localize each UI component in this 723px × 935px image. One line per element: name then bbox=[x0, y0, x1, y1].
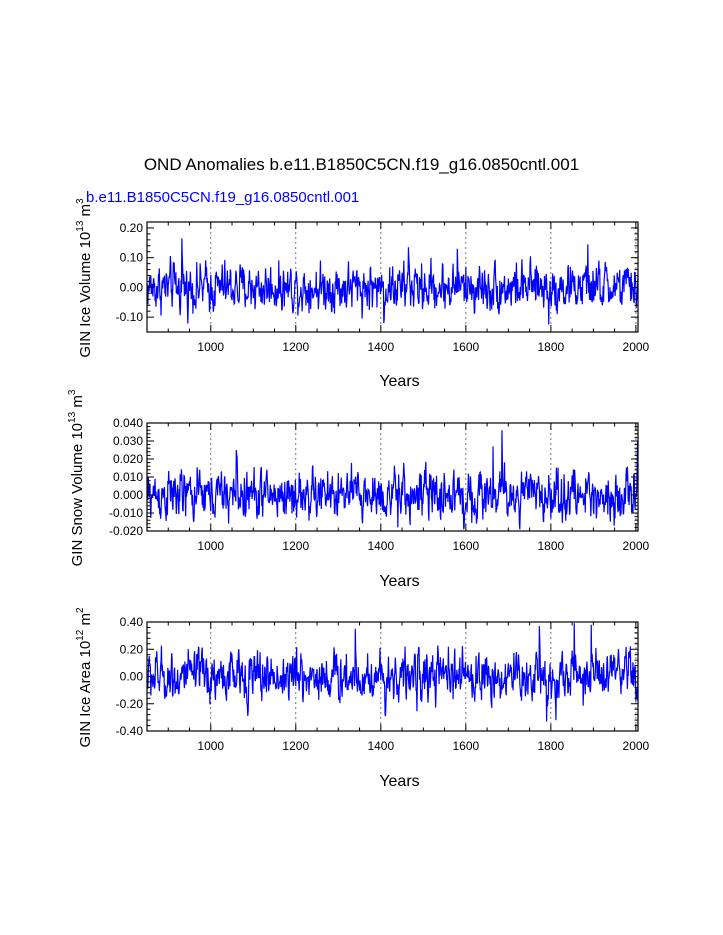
panel-2: 1000 1200 1400 1600 1800 2000 -0.020 -0.010 0.00… bbox=[67, 389, 650, 590]
x-tick-label: 1400 bbox=[367, 739, 394, 753]
x-axis-label: Years bbox=[379, 773, 419, 790]
y-tick-label: -0.20 bbox=[116, 697, 144, 711]
panel-3: 1000 1200 1400 1600 1800 2000 -0.40 -0.20 0.00 0.… bbox=[75, 607, 650, 790]
series-line-1 bbox=[146, 430, 639, 530]
x-tick-label: 2000 bbox=[623, 739, 650, 753]
x-tick-label: 2000 bbox=[623, 340, 650, 354]
x-tick-label: 1000 bbox=[197, 539, 224, 553]
x-tick-label: 1000 bbox=[197, 739, 224, 753]
y-tick-label: 0.000 bbox=[113, 488, 143, 502]
y-tick-label: -0.020 bbox=[109, 524, 143, 538]
y-tick-label: 0.030 bbox=[113, 434, 143, 448]
x-axis-label: Years bbox=[379, 373, 419, 390]
y-axis-label: GIN Snow Volume 1013 m3 bbox=[67, 389, 86, 566]
x-tick-label: 2000 bbox=[623, 539, 650, 553]
series-line-1 bbox=[146, 238, 639, 325]
x-axis-label: Years bbox=[379, 573, 419, 590]
y-tick-label: -0.10 bbox=[116, 310, 144, 324]
y-axis-label: GIN Ice Area 1012 m2 bbox=[75, 607, 94, 748]
x-tick-label: 1800 bbox=[538, 539, 565, 553]
x-tick-label: 1800 bbox=[538, 739, 565, 753]
y-tick-label: -0.010 bbox=[109, 506, 143, 520]
y-tick-label: 0.040 bbox=[113, 416, 143, 430]
y-tick-label: 0.20 bbox=[120, 221, 144, 235]
case-label: b.e11.B1850C5CN.f19_g16.0850cntl.001 bbox=[86, 189, 360, 206]
y-tick-label: 0.010 bbox=[113, 470, 143, 484]
y-tick-label: 0.40 bbox=[120, 615, 144, 629]
x-tick-label: 1600 bbox=[452, 539, 479, 553]
plot-frame bbox=[146, 221, 639, 333]
y-tick-label: 0.00 bbox=[120, 670, 144, 684]
series-line-1 bbox=[146, 623, 639, 722]
x-tick-label: 1200 bbox=[282, 340, 309, 354]
y-tick-label: 0.00 bbox=[120, 280, 144, 294]
x-tick-label: 1400 bbox=[367, 340, 394, 354]
panel-1: 1000 1200 1400 1600 1800 2000 -0.10 0.00 0.10 0.2… bbox=[75, 198, 650, 390]
y-tick-label: 0.10 bbox=[120, 251, 144, 265]
x-tick-label: 1600 bbox=[452, 739, 479, 753]
x-tick-label: 1200 bbox=[282, 739, 309, 753]
x-tick-label: 1600 bbox=[452, 340, 479, 354]
y-tick-label: 0.20 bbox=[120, 642, 144, 656]
x-tick-label: 1000 bbox=[197, 340, 224, 354]
y-tick-label: -0.40 bbox=[116, 724, 144, 738]
page-title: OND Anomalies b.e11.B1850C5CN.f19_g16.08… bbox=[143, 155, 580, 174]
y-tick-label: 0.020 bbox=[113, 452, 143, 466]
y-axis-label: GIN Ice Volume 1013 m3 bbox=[75, 198, 94, 358]
x-tick-label: 1800 bbox=[538, 340, 565, 354]
x-tick-label: 1200 bbox=[282, 539, 309, 553]
x-tick-label: 1400 bbox=[367, 539, 394, 553]
